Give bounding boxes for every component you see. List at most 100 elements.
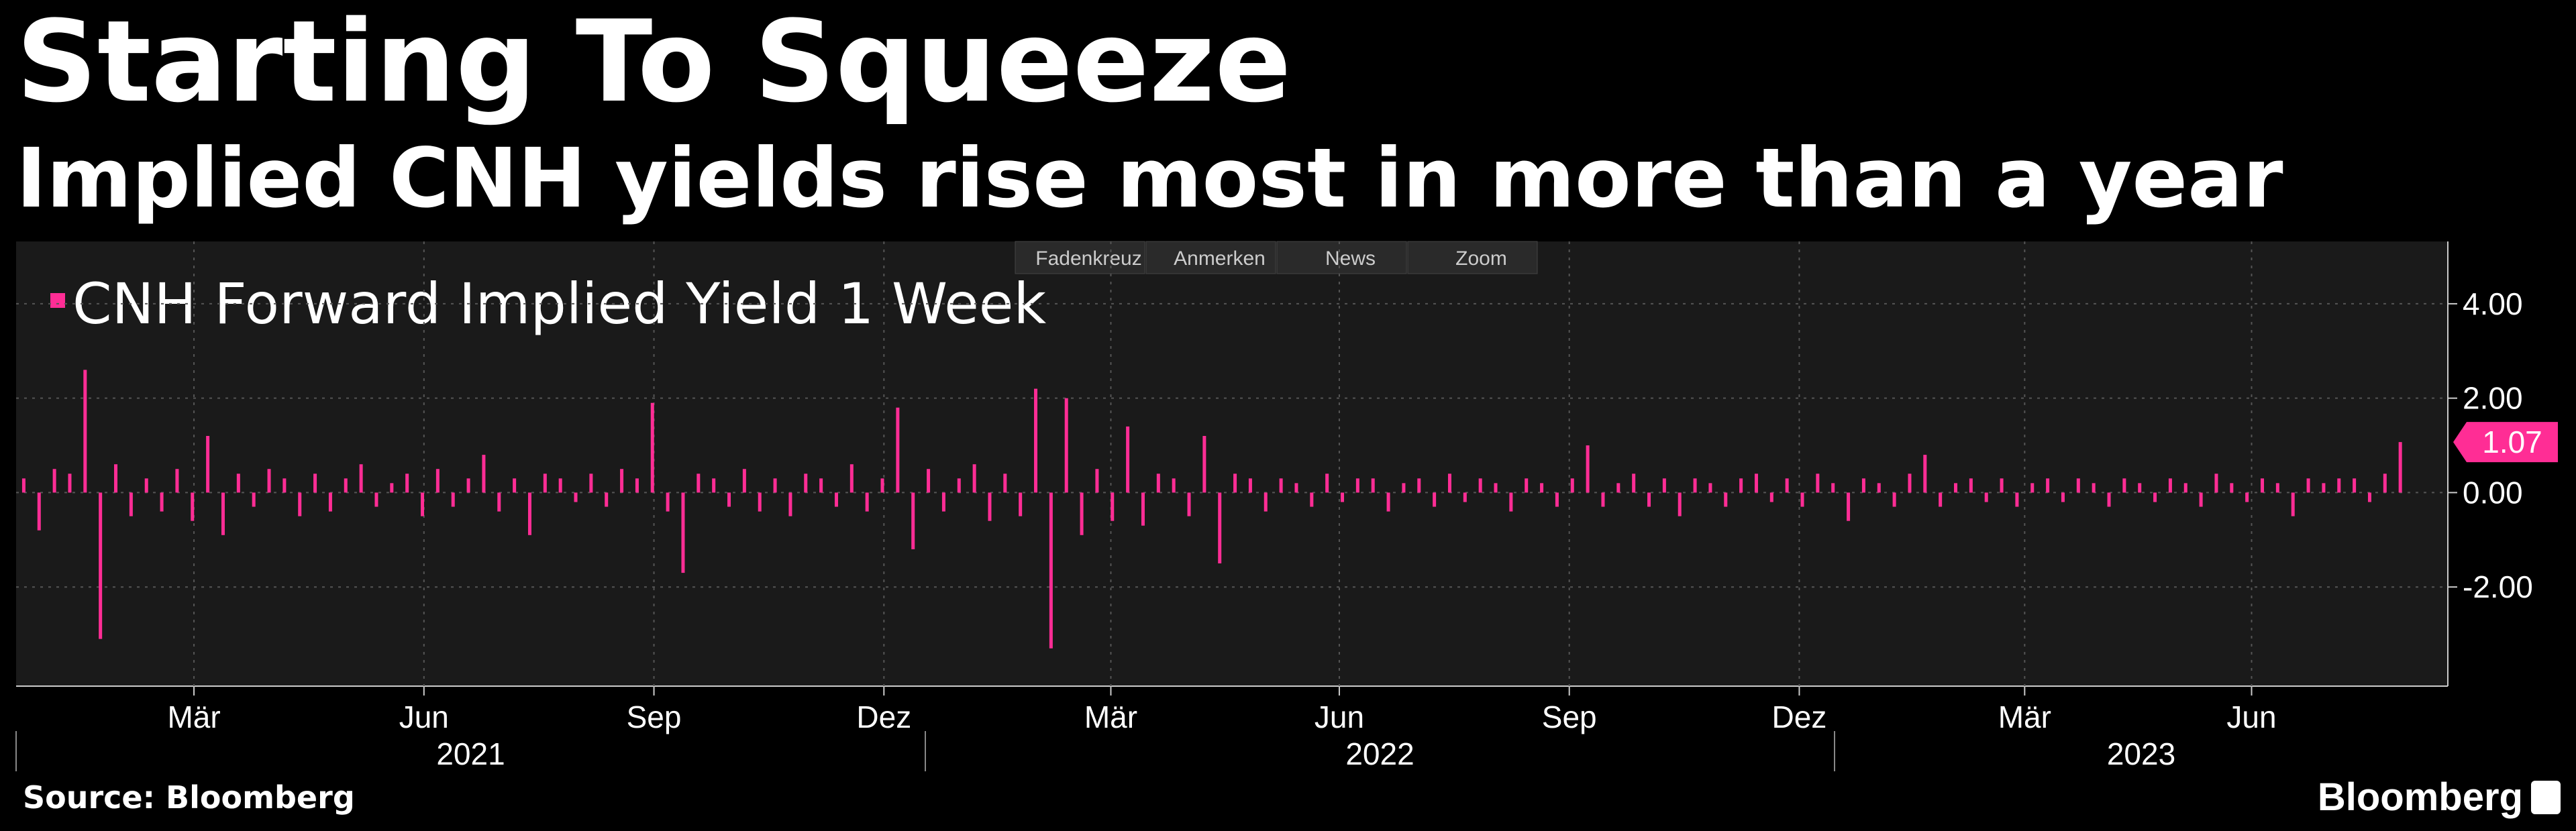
bar — [252, 492, 256, 507]
last-value-label: 1.07 — [2482, 425, 2542, 459]
bar — [2199, 492, 2203, 507]
bar — [2153, 492, 2157, 502]
bar — [1908, 474, 1912, 493]
bar — [1494, 483, 1498, 493]
bar — [129, 492, 133, 516]
y-tick-label: -2.00 — [2463, 569, 2533, 604]
bar — [2275, 483, 2279, 493]
bar — [2291, 492, 2295, 516]
x-tick-label: Mär — [1998, 700, 2051, 734]
bar — [1954, 483, 1958, 493]
bar — [1294, 483, 1298, 493]
toolbar-button[interactable] — [1145, 241, 1276, 274]
bar — [620, 469, 624, 493]
bar — [804, 474, 808, 493]
bar — [1111, 492, 1115, 521]
toolbar-button[interactable] — [1015, 241, 1145, 274]
bar — [589, 474, 593, 493]
bar — [267, 469, 271, 493]
bar — [2337, 478, 2341, 493]
bar — [374, 492, 378, 507]
bar — [712, 478, 716, 493]
bar — [1310, 492, 1314, 507]
bar — [206, 435, 210, 493]
bar — [1693, 478, 1697, 493]
y-tick-label: 0.00 — [2463, 475, 2523, 510]
toolbar-label[interactable]: Zoom — [1455, 247, 1507, 270]
bar — [1785, 478, 1789, 493]
bar — [175, 469, 179, 493]
bar — [1800, 492, 1804, 507]
toolbar-button[interactable] — [1407, 241, 1538, 274]
bar — [1662, 478, 1666, 493]
bar — [328, 492, 332, 512]
bar — [1647, 492, 1651, 507]
bar — [1034, 388, 1038, 493]
bar — [1816, 474, 1820, 493]
bar — [1049, 492, 1053, 649]
bar — [1371, 478, 1375, 493]
bar — [1264, 492, 1268, 512]
bar — [1769, 492, 1773, 502]
bar — [1831, 483, 1835, 493]
bar — [727, 492, 731, 507]
bar — [1601, 492, 1605, 507]
bar — [2183, 483, 2187, 493]
bar — [344, 478, 348, 493]
bar — [666, 492, 670, 512]
bar — [1355, 478, 1359, 493]
y-tick-label: 4.00 — [2463, 286, 2523, 321]
bar — [1969, 478, 1973, 493]
bar — [390, 483, 394, 493]
bar — [911, 492, 915, 549]
bar — [1126, 426, 1130, 493]
bar — [1433, 492, 1437, 507]
bar — [1754, 474, 1758, 493]
bar — [421, 492, 425, 516]
x-tick-label: Dez — [856, 700, 911, 734]
bar — [896, 407, 900, 493]
bar — [834, 492, 838, 507]
x-tick-label: Mär — [167, 700, 220, 734]
bar — [2367, 492, 2371, 502]
bar — [2122, 478, 2126, 493]
bar — [880, 478, 884, 493]
bar — [466, 478, 470, 493]
y-tick-label: 2.00 — [2463, 381, 2523, 416]
bar — [221, 492, 225, 535]
bar — [1724, 492, 1728, 507]
bar — [574, 492, 578, 502]
toolbar-label[interactable]: Fadenkreuz — [1035, 247, 1141, 270]
brand-icon — [2531, 781, 2561, 814]
bar — [1386, 492, 1390, 512]
bar — [236, 474, 240, 493]
bar — [543, 474, 547, 493]
bar — [1095, 469, 1099, 493]
toolbar-button[interactable] — [1276, 241, 1407, 274]
bar — [527, 492, 531, 535]
bar — [1877, 483, 1881, 493]
bar — [1279, 478, 1283, 493]
bar — [313, 474, 317, 493]
bar — [558, 478, 562, 493]
plot-area — [16, 241, 2448, 686]
toolbar-label[interactable]: News — [1325, 247, 1376, 270]
bar — [1923, 455, 1927, 493]
bar — [2353, 478, 2357, 493]
bar — [1064, 398, 1068, 493]
bar — [681, 492, 685, 573]
toolbar-label[interactable]: Anmerken — [1174, 247, 1266, 270]
bar — [1447, 474, 1451, 493]
bar — [1141, 492, 1145, 526]
chart-subtitle: Implied CNH yields rise most in more tha… — [16, 131, 2283, 226]
bar — [2306, 478, 2310, 493]
legend-swatch — [50, 293, 65, 308]
bar — [972, 464, 976, 493]
bar — [52, 469, 56, 493]
bar — [1325, 474, 1329, 493]
bar — [758, 492, 762, 512]
bar — [1632, 474, 1636, 493]
year-label: 2021 — [436, 736, 505, 771]
bar — [1540, 483, 1544, 493]
bar — [2230, 483, 2234, 493]
